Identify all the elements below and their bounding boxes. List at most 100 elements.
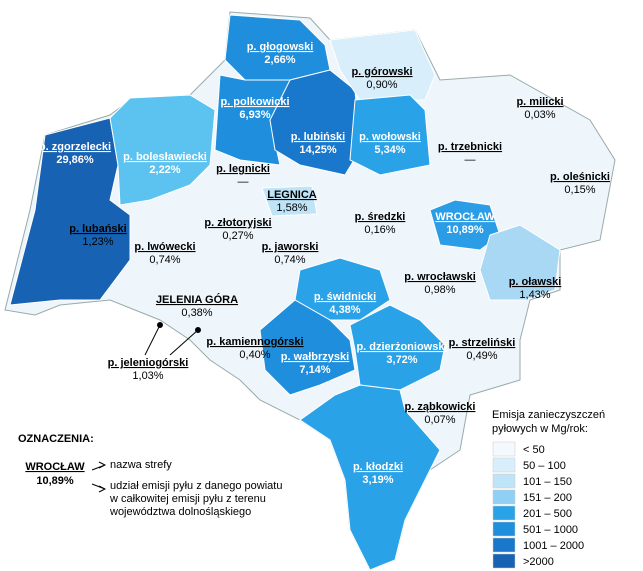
region-share: 0,90% <box>366 79 397 91</box>
region-share: 6,93% <box>239 109 270 121</box>
region <box>349 304 446 391</box>
region-name: p. górowski <box>351 66 412 78</box>
region-name: p. ząbkowicki <box>405 401 476 413</box>
region-name: p. złotoryjski <box>204 217 271 229</box>
key-share-desc: udział emisji pyłu z danego powiatu <box>110 480 282 492</box>
key-title: OZNACZENIA: <box>18 433 94 445</box>
leader-line <box>169 329 199 356</box>
region-share: 3,72% <box>386 354 417 366</box>
region-name: p. zgorzelecki <box>39 141 111 153</box>
region-name: LEGNICA <box>267 189 317 201</box>
region-share: 0,74% <box>274 254 305 266</box>
region-share: 0,15% <box>564 184 595 196</box>
region-share: 1,03% <box>132 370 163 382</box>
key-name-desc: nazwa strefy <box>110 459 172 471</box>
region-share: 0,16% <box>364 224 395 236</box>
region-name: p. jeleniogórski <box>108 357 189 369</box>
legend-swatch <box>492 489 516 505</box>
region-name: p. milicki <box>516 96 563 108</box>
region-share: 14,25% <box>299 144 337 156</box>
region-share: 2,66% <box>264 54 295 66</box>
region <box>269 69 361 176</box>
region-name: p. trzebnicki <box>438 141 502 153</box>
legend-swatch <box>492 521 516 537</box>
region-share: 0,07% <box>424 414 455 426</box>
region <box>349 94 431 176</box>
legend-label: 201 – 500 <box>523 508 572 520</box>
legend-label: 50 – 100 <box>523 460 566 472</box>
region-share: 1,23% <box>82 236 113 248</box>
leaders <box>144 322 201 356</box>
region-share: 0,49% <box>466 350 497 362</box>
key-arrows <box>91 461 107 493</box>
key-share-desc: województwa dolnośląskiego <box>109 506 251 518</box>
key-example-name: WROCŁAW <box>25 461 85 473</box>
key-example-share: 10,89% <box>36 475 74 487</box>
region-name: p. kłodzki <box>353 461 403 473</box>
legend-swatch <box>492 537 516 553</box>
region-name: p. wałbrzyski <box>281 351 349 363</box>
region-share: 1,58% <box>276 202 307 214</box>
region-name: JELENIA GÓRA <box>156 293 238 306</box>
key-share-desc: w całkowitej emisji pyłu z terenu <box>109 493 266 505</box>
legend-title: pyłowych w Mg/rok: <box>492 423 588 435</box>
region <box>109 94 216 206</box>
region-name: p. kamiennogórski <box>206 336 303 348</box>
region-name: p. świdnicki <box>314 291 376 303</box>
region-name: WROCŁAW <box>435 211 495 223</box>
leader-dot <box>157 322 163 328</box>
legend-swatch <box>492 457 516 473</box>
region-share: 0,38% <box>181 307 212 319</box>
legend: Emisja zanieczyszczeń pyłowych w Mg/rok: <… <box>492 409 605 569</box>
region <box>479 224 561 301</box>
region-share: 0,40% <box>239 349 270 361</box>
region-share: — <box>465 154 476 166</box>
legend-label: 501 – 1000 <box>523 524 578 536</box>
legend-label: 1001 – 2000 <box>523 540 584 552</box>
region-name: p. jaworski <box>262 241 319 253</box>
region-share: — <box>238 176 249 188</box>
legend-swatch <box>492 441 516 457</box>
region-share: 0,74% <box>149 254 180 266</box>
region-name: p. bolesławiecki <box>123 151 207 163</box>
region-share: 10,89% <box>446 224 484 236</box>
region <box>261 185 318 217</box>
region-share: 5,34% <box>374 144 405 156</box>
region-name: p. głogowski <box>247 41 314 53</box>
region-share: 4,38% <box>329 304 360 316</box>
region-name: p. polkowicki <box>220 96 289 108</box>
leader-dot <box>195 327 201 333</box>
legend-swatch <box>492 505 516 521</box>
legend-swatch <box>492 473 516 489</box>
region-share: 1,43% <box>519 289 550 301</box>
region-share: 0,03% <box>524 109 555 121</box>
region-name: p. lubański <box>69 223 126 235</box>
region-name: p. wrocławski <box>404 271 476 283</box>
region-name: p. dzierżoniowski <box>356 341 447 353</box>
region-name: p. średzki <box>355 211 406 223</box>
region-name: p. legnicki <box>216 163 270 175</box>
legend-label: 101 – 150 <box>523 476 572 488</box>
region-share: 0,98% <box>424 284 455 296</box>
region-name: p. lubiński <box>291 131 345 143</box>
legend-label: 151 – 200 <box>523 492 572 504</box>
region-share: 0,27% <box>222 230 253 242</box>
key: OZNACZENIA: WROCŁAW 10,89% nazwa strefy … <box>18 433 282 518</box>
legend-swatch <box>492 553 516 569</box>
region-name: p. oleśnicki <box>550 171 610 183</box>
region-name: p. lwówecki <box>134 241 195 253</box>
regions <box>9 14 561 571</box>
region-share: 7,14% <box>299 364 330 376</box>
region <box>9 117 131 306</box>
region <box>259 299 356 396</box>
region <box>299 384 441 571</box>
region-name: p. oławski <box>509 276 562 288</box>
region-share: 2,22% <box>149 164 180 176</box>
region-name: p. wołowski <box>359 131 421 143</box>
leader-line <box>144 324 161 356</box>
legend-title: Emisja zanieczyszczeń <box>492 409 605 421</box>
legend-label: >2000 <box>523 556 554 568</box>
region-share: 3,19% <box>362 474 393 486</box>
